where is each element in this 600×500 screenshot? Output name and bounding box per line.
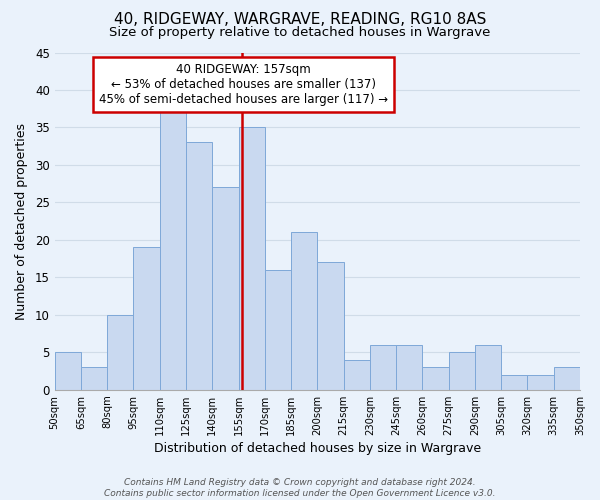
Bar: [239, 128, 265, 390]
Text: Contains HM Land Registry data © Crown copyright and database right 2024.
Contai: Contains HM Land Registry data © Crown c…: [104, 478, 496, 498]
Bar: [527, 375, 554, 390]
Bar: [449, 352, 475, 390]
Bar: [160, 112, 186, 390]
Text: Size of property relative to detached houses in Wargrave: Size of property relative to detached ho…: [109, 26, 491, 39]
Bar: [186, 142, 212, 390]
Bar: [554, 368, 580, 390]
Y-axis label: Number of detached properties: Number of detached properties: [15, 122, 28, 320]
Bar: [133, 248, 160, 390]
Bar: [396, 345, 422, 390]
Bar: [475, 345, 501, 390]
Bar: [344, 360, 370, 390]
Bar: [265, 270, 291, 390]
Text: 40 RIDGEWAY: 157sqm
← 53% of detached houses are smaller (137)
45% of semi-detac: 40 RIDGEWAY: 157sqm ← 53% of detached ho…: [99, 62, 388, 106]
Bar: [212, 188, 239, 390]
Bar: [317, 262, 344, 390]
Bar: [81, 368, 107, 390]
Bar: [422, 368, 449, 390]
Text: 40, RIDGEWAY, WARGRAVE, READING, RG10 8AS: 40, RIDGEWAY, WARGRAVE, READING, RG10 8A…: [114, 12, 486, 28]
Bar: [291, 232, 317, 390]
Bar: [107, 315, 133, 390]
Bar: [501, 375, 527, 390]
X-axis label: Distribution of detached houses by size in Wargrave: Distribution of detached houses by size …: [154, 442, 481, 455]
Bar: [370, 345, 396, 390]
Bar: [55, 352, 81, 390]
